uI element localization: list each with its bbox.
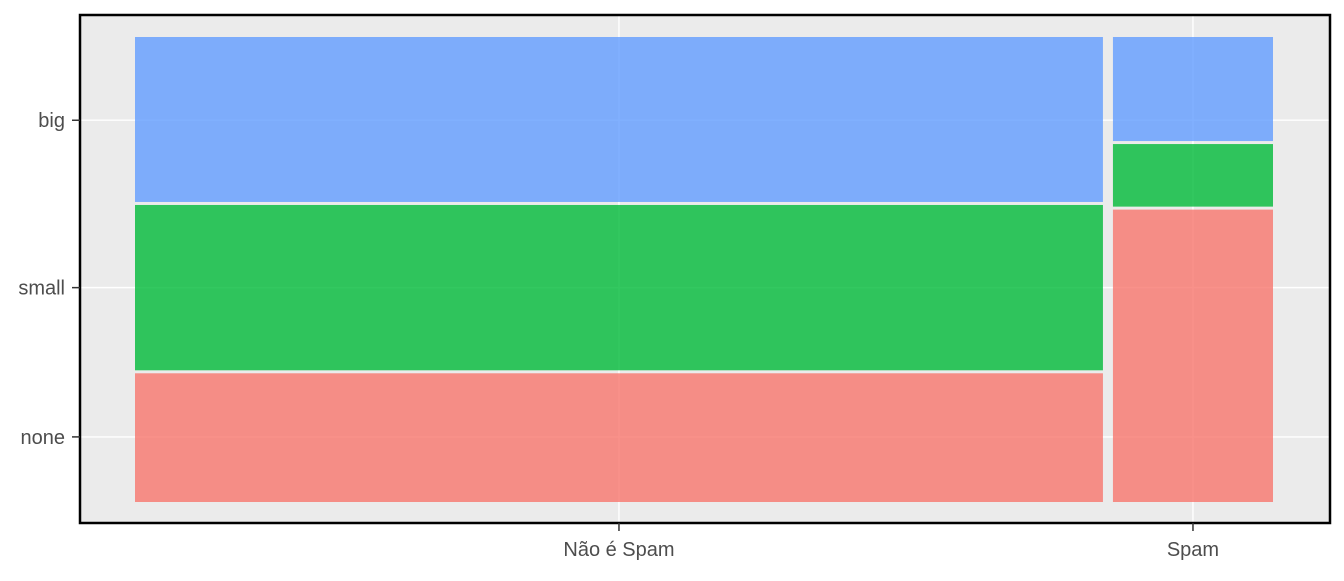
- mosaic-tiles: [135, 37, 1273, 502]
- tile-small-nao-e-spam: [135, 204, 1103, 371]
- panel-border: [78, 13, 1332, 525]
- x-tick-label: Não é Spam: [563, 539, 674, 561]
- tile-none-nao-e-spam: [135, 373, 1103, 502]
- y-tick-label: big: [38, 110, 65, 132]
- axes: Não é Spam Spam none small big: [18, 110, 1219, 561]
- y-tick-label: none: [21, 427, 66, 449]
- x-tick-label: Spam: [1167, 539, 1219, 561]
- tile-big-nao-e-spam: [135, 37, 1103, 202]
- tile-small-spam: [1112, 144, 1273, 207]
- tile-none-spam: [1112, 209, 1273, 502]
- y-tick-label: small: [18, 278, 65, 300]
- tile-big-spam: [1112, 37, 1273, 142]
